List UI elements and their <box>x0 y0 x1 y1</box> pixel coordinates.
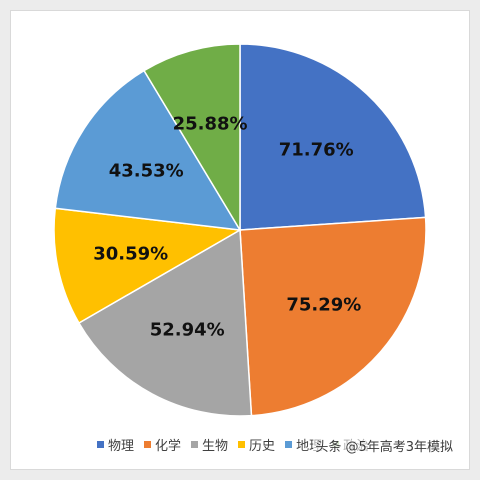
legend: 物理 化学 生物 历史 地理 政治 <box>97 435 369 454</box>
legend-label: 物理 <box>108 439 135 454</box>
legend-label: 生物 <box>202 439 229 454</box>
data-label-zhengzhi: 25.88% <box>173 113 248 134</box>
legend-swatch <box>285 441 293 448</box>
pie-chart: 71.76% 75.29% 52.94% 30.59% 43.53% 25.88% <box>53 43 427 417</box>
legend-label: 化学 <box>155 439 182 454</box>
legend-item-huaxue: 化学 <box>144 435 181 454</box>
pie-slice-lishi <box>53 207 243 325</box>
legend-item-lishi: 历史 <box>238 435 275 454</box>
legend-swatch <box>191 441 199 448</box>
data-label-dili: 43.53% <box>109 161 184 182</box>
pie-slice-huaxue <box>239 216 427 417</box>
pie-slice-wuli <box>239 43 427 231</box>
data-label-huaxue: 75.29% <box>286 295 361 316</box>
data-label-wuli: 71.76% <box>279 139 354 160</box>
legend-swatch <box>144 441 152 448</box>
pie-slice-dili <box>54 69 242 231</box>
pie-slice-zhengzhi <box>143 43 241 233</box>
data-label-lishi: 30.59% <box>93 244 168 265</box>
legend-label: 历史 <box>249 439 276 454</box>
pie-slice-shengwu <box>77 228 253 417</box>
data-label-shengwu: 52.94% <box>150 319 225 340</box>
chart-frame: 71.76% 75.29% 52.94% 30.59% 43.53% 25.88% 物理 … <box>10 10 470 470</box>
legend-item-wuli: 物理 <box>97 435 134 454</box>
watermark-text: 头条 @5年高考3年模拟 <box>313 436 455 455</box>
legend-item-shengwu: 生物 <box>191 435 228 454</box>
legend-swatch <box>97 441 104 448</box>
legend-swatch <box>238 441 246 448</box>
